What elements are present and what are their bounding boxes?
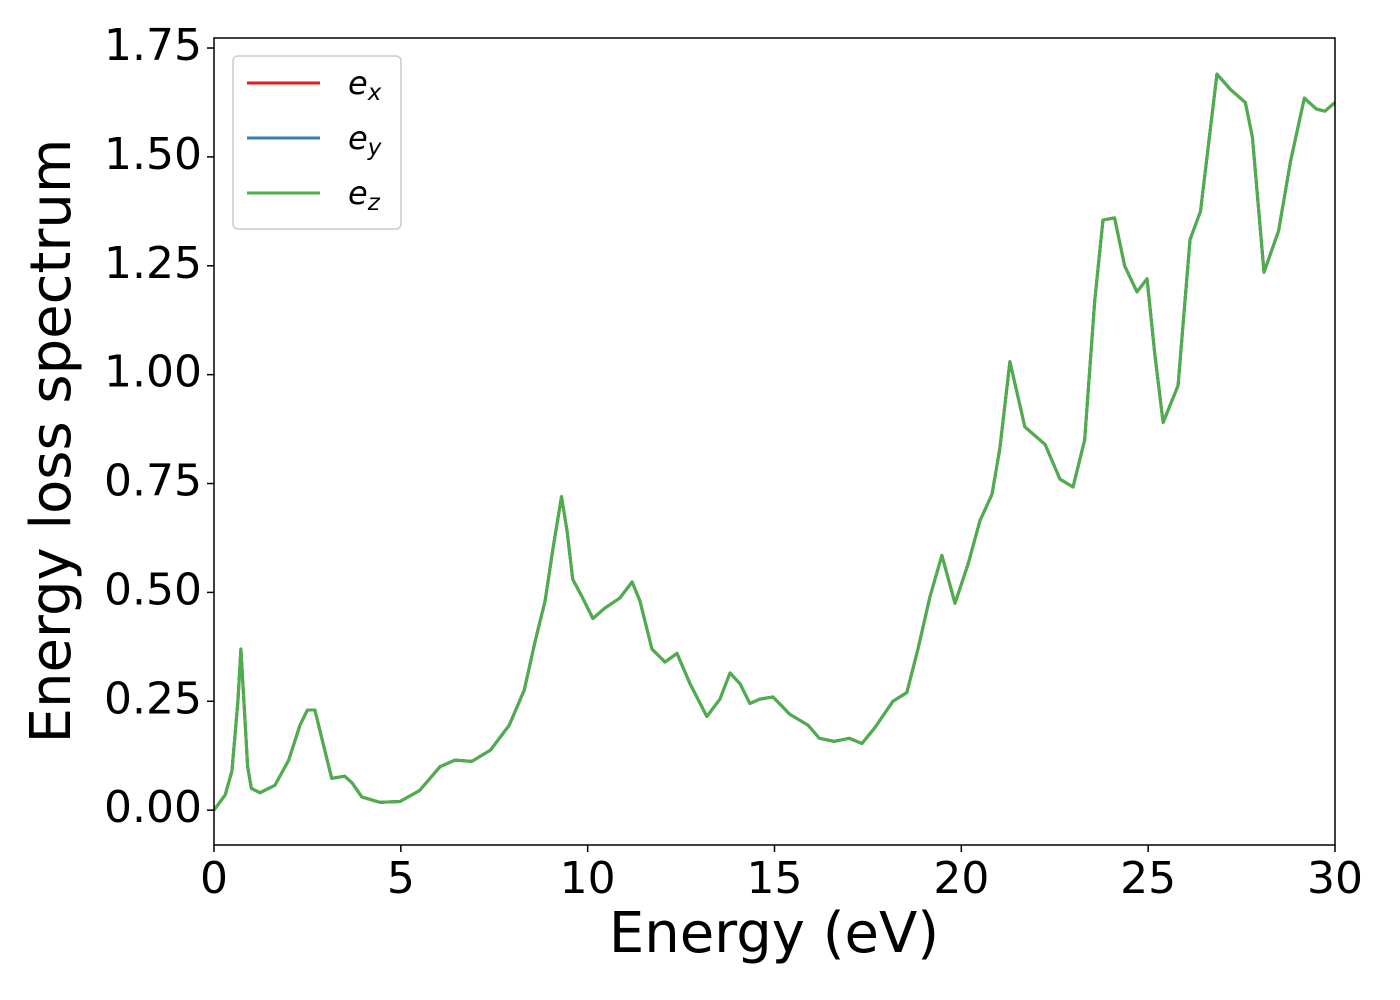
y-tick-label: 1.75 [104,20,202,71]
x-tick-label: 30 [1307,853,1363,904]
y-tick-label: 0.25 [104,673,202,724]
y-tick-label: 0.75 [104,456,202,507]
legend: ex ey ez [232,55,402,230]
x-tick-label: 20 [933,853,989,904]
y-tick-label: 0.50 [104,564,202,615]
y-tick-label: 1.25 [104,238,202,289]
y-tick-label: 0.00 [104,782,202,833]
y-tick-label: 1.50 [104,129,202,180]
legend-label: ex [348,64,382,106]
series-line [212,72,1336,812]
legend-label: ez [348,174,381,216]
x-tick-label: 25 [1120,853,1176,904]
x-tick-label: 0 [200,853,228,904]
y-axis-label: Energy loss spectrum [19,139,84,744]
x-tick-label: 15 [747,853,803,904]
x-tick-label: 10 [560,853,616,904]
plot-frame [213,37,1336,846]
x-axis-label: Energy (eV) [609,901,939,966]
legend-box [232,55,402,230]
y-tick-label: 1.00 [104,347,202,398]
legend-label: ey [348,119,382,161]
x-tick-label: 5 [387,853,415,904]
